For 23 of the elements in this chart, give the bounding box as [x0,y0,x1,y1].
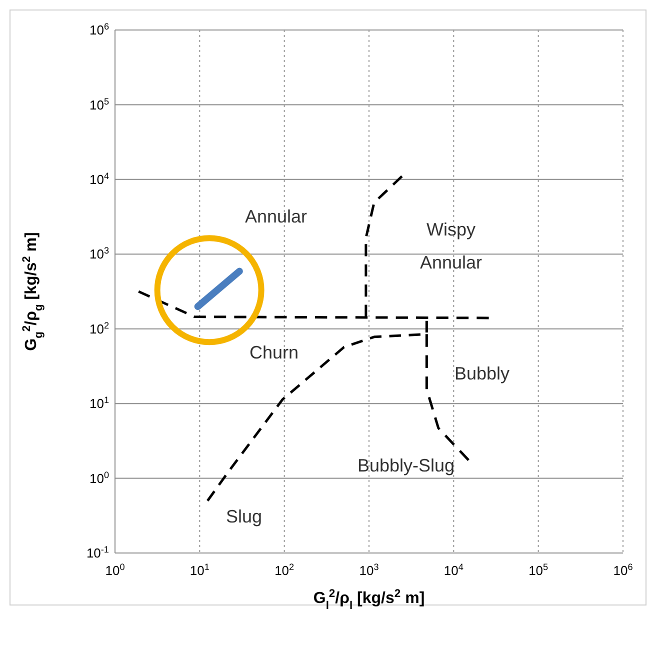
x-tick-label: 10$^{2}$ [274,562,294,578]
annotation: Churn [249,342,299,362]
x-tick-label: 10$^{0}$ [105,562,125,578]
annotation: Bubbly [454,363,510,384]
annotation: Annular [420,252,482,272]
y-tick-label: 10$^{2}$ [89,320,109,336]
y-tick-label: 10$^{4}$ [89,170,109,187]
annotation: Annular [244,206,308,226]
x-tick-label: 10$^{3}$ [359,562,379,578]
y-tick-label: 10$^{5}$ [89,96,109,112]
x-tick-label: 10$^{5}$ [528,562,548,578]
y-tick-label: 10$^{0}$ [89,470,109,486]
y-tick-label: 10$^{3}$ [89,246,109,262]
annotation: Bubbly-Slug [357,455,455,476]
annotation: Slug [226,506,262,526]
y-tick-label: 10$^{1}$ [89,395,109,412]
x-axis-title: G$_{l}$$^{2}$/ρ$_{l}$ [kg/s$^{2}$ m] [313,588,425,612]
x-tick-label: 10$^{6}$ [613,562,633,578]
annotation: Wispy [426,219,476,240]
x-tick-label: 10$^{4}$ [444,562,464,578]
y-tick-label: 10$^{6}$ [89,22,109,38]
x-tick-label: 10$^{1}$ [190,562,210,578]
y-tick-label: 10$^{-1}$ [86,544,109,561]
